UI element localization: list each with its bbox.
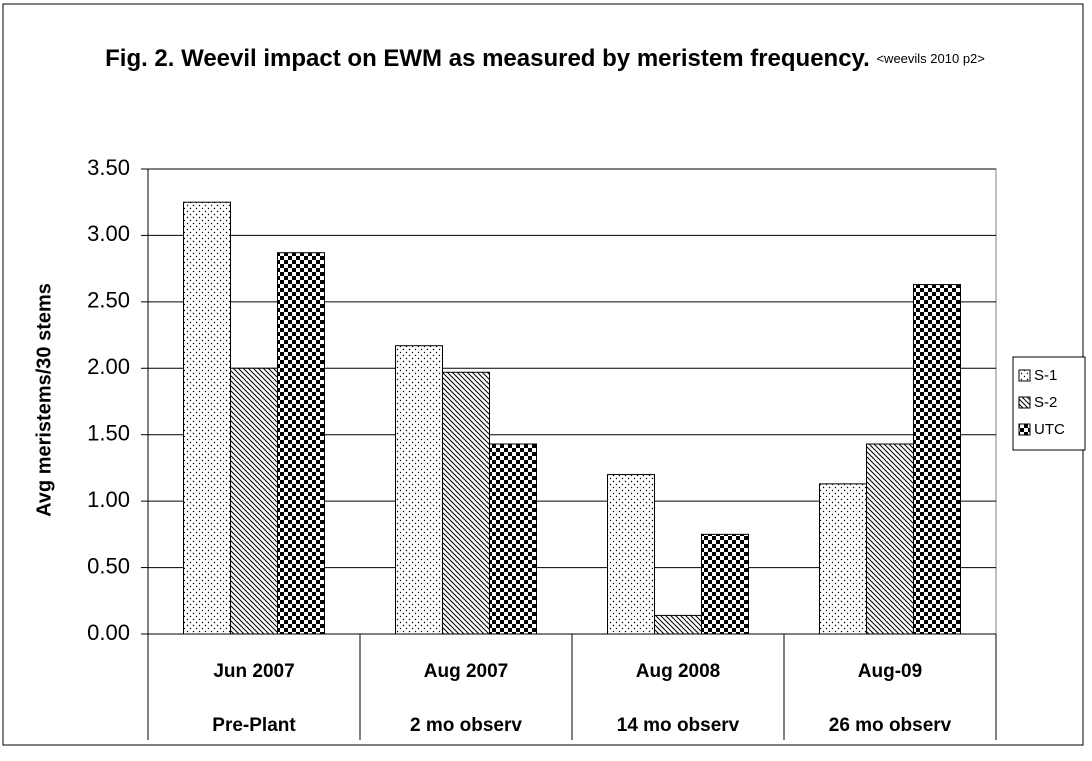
legend-label: S-1 xyxy=(1034,367,1057,384)
legend-label: UTC xyxy=(1034,421,1065,438)
bar xyxy=(489,443,537,635)
x-tick-label-level2: 26 mo observ xyxy=(829,715,952,736)
y-tick-label: 2.50 xyxy=(87,288,130,313)
bar xyxy=(277,252,325,635)
y-tick-label: 1.50 xyxy=(87,421,130,446)
x-tick-label: Aug-09 xyxy=(858,661,922,682)
y-axis-label: Avg meristems/30 stems xyxy=(33,283,55,517)
chart-title: Fig. 2. Weevil impact on EWM as measured… xyxy=(105,45,985,72)
x-tick-label: Aug 2007 xyxy=(424,661,508,682)
legend-label: S-2 xyxy=(1034,394,1057,411)
bar xyxy=(654,614,702,635)
x-tick-label-level2: Pre-Plant xyxy=(212,715,296,736)
bar xyxy=(442,371,490,635)
y-tick-label: 0.50 xyxy=(87,553,130,578)
y-tick-label: 3.00 xyxy=(87,221,130,246)
bar xyxy=(701,533,749,635)
chart-subtitle: <weevils 2010 p2> xyxy=(876,51,984,66)
legend-swatch xyxy=(1018,369,1031,382)
bar xyxy=(913,284,961,635)
y-tick-label: 3.50 xyxy=(87,155,130,180)
bar xyxy=(183,201,231,635)
legend-swatch xyxy=(1018,396,1031,409)
x-tick-label: Jun 2007 xyxy=(213,661,294,682)
x-tick-label-level2: 2 mo observ xyxy=(410,715,522,736)
legend-swatch xyxy=(1018,423,1031,436)
y-tick-label: 1.00 xyxy=(87,487,130,512)
y-tick-label: 0.00 xyxy=(87,620,130,645)
bar xyxy=(230,367,278,635)
y-tick-label: 2.00 xyxy=(87,354,130,379)
x-tick-label: Aug 2008 xyxy=(636,661,720,682)
x-tick-label-level2: 14 mo observ xyxy=(617,715,740,736)
bar xyxy=(866,443,914,635)
bar xyxy=(819,483,867,635)
bar xyxy=(607,474,655,635)
title-line: Fig. 2. Weevil impact on EWM as measured… xyxy=(105,45,876,72)
bar xyxy=(395,345,443,635)
